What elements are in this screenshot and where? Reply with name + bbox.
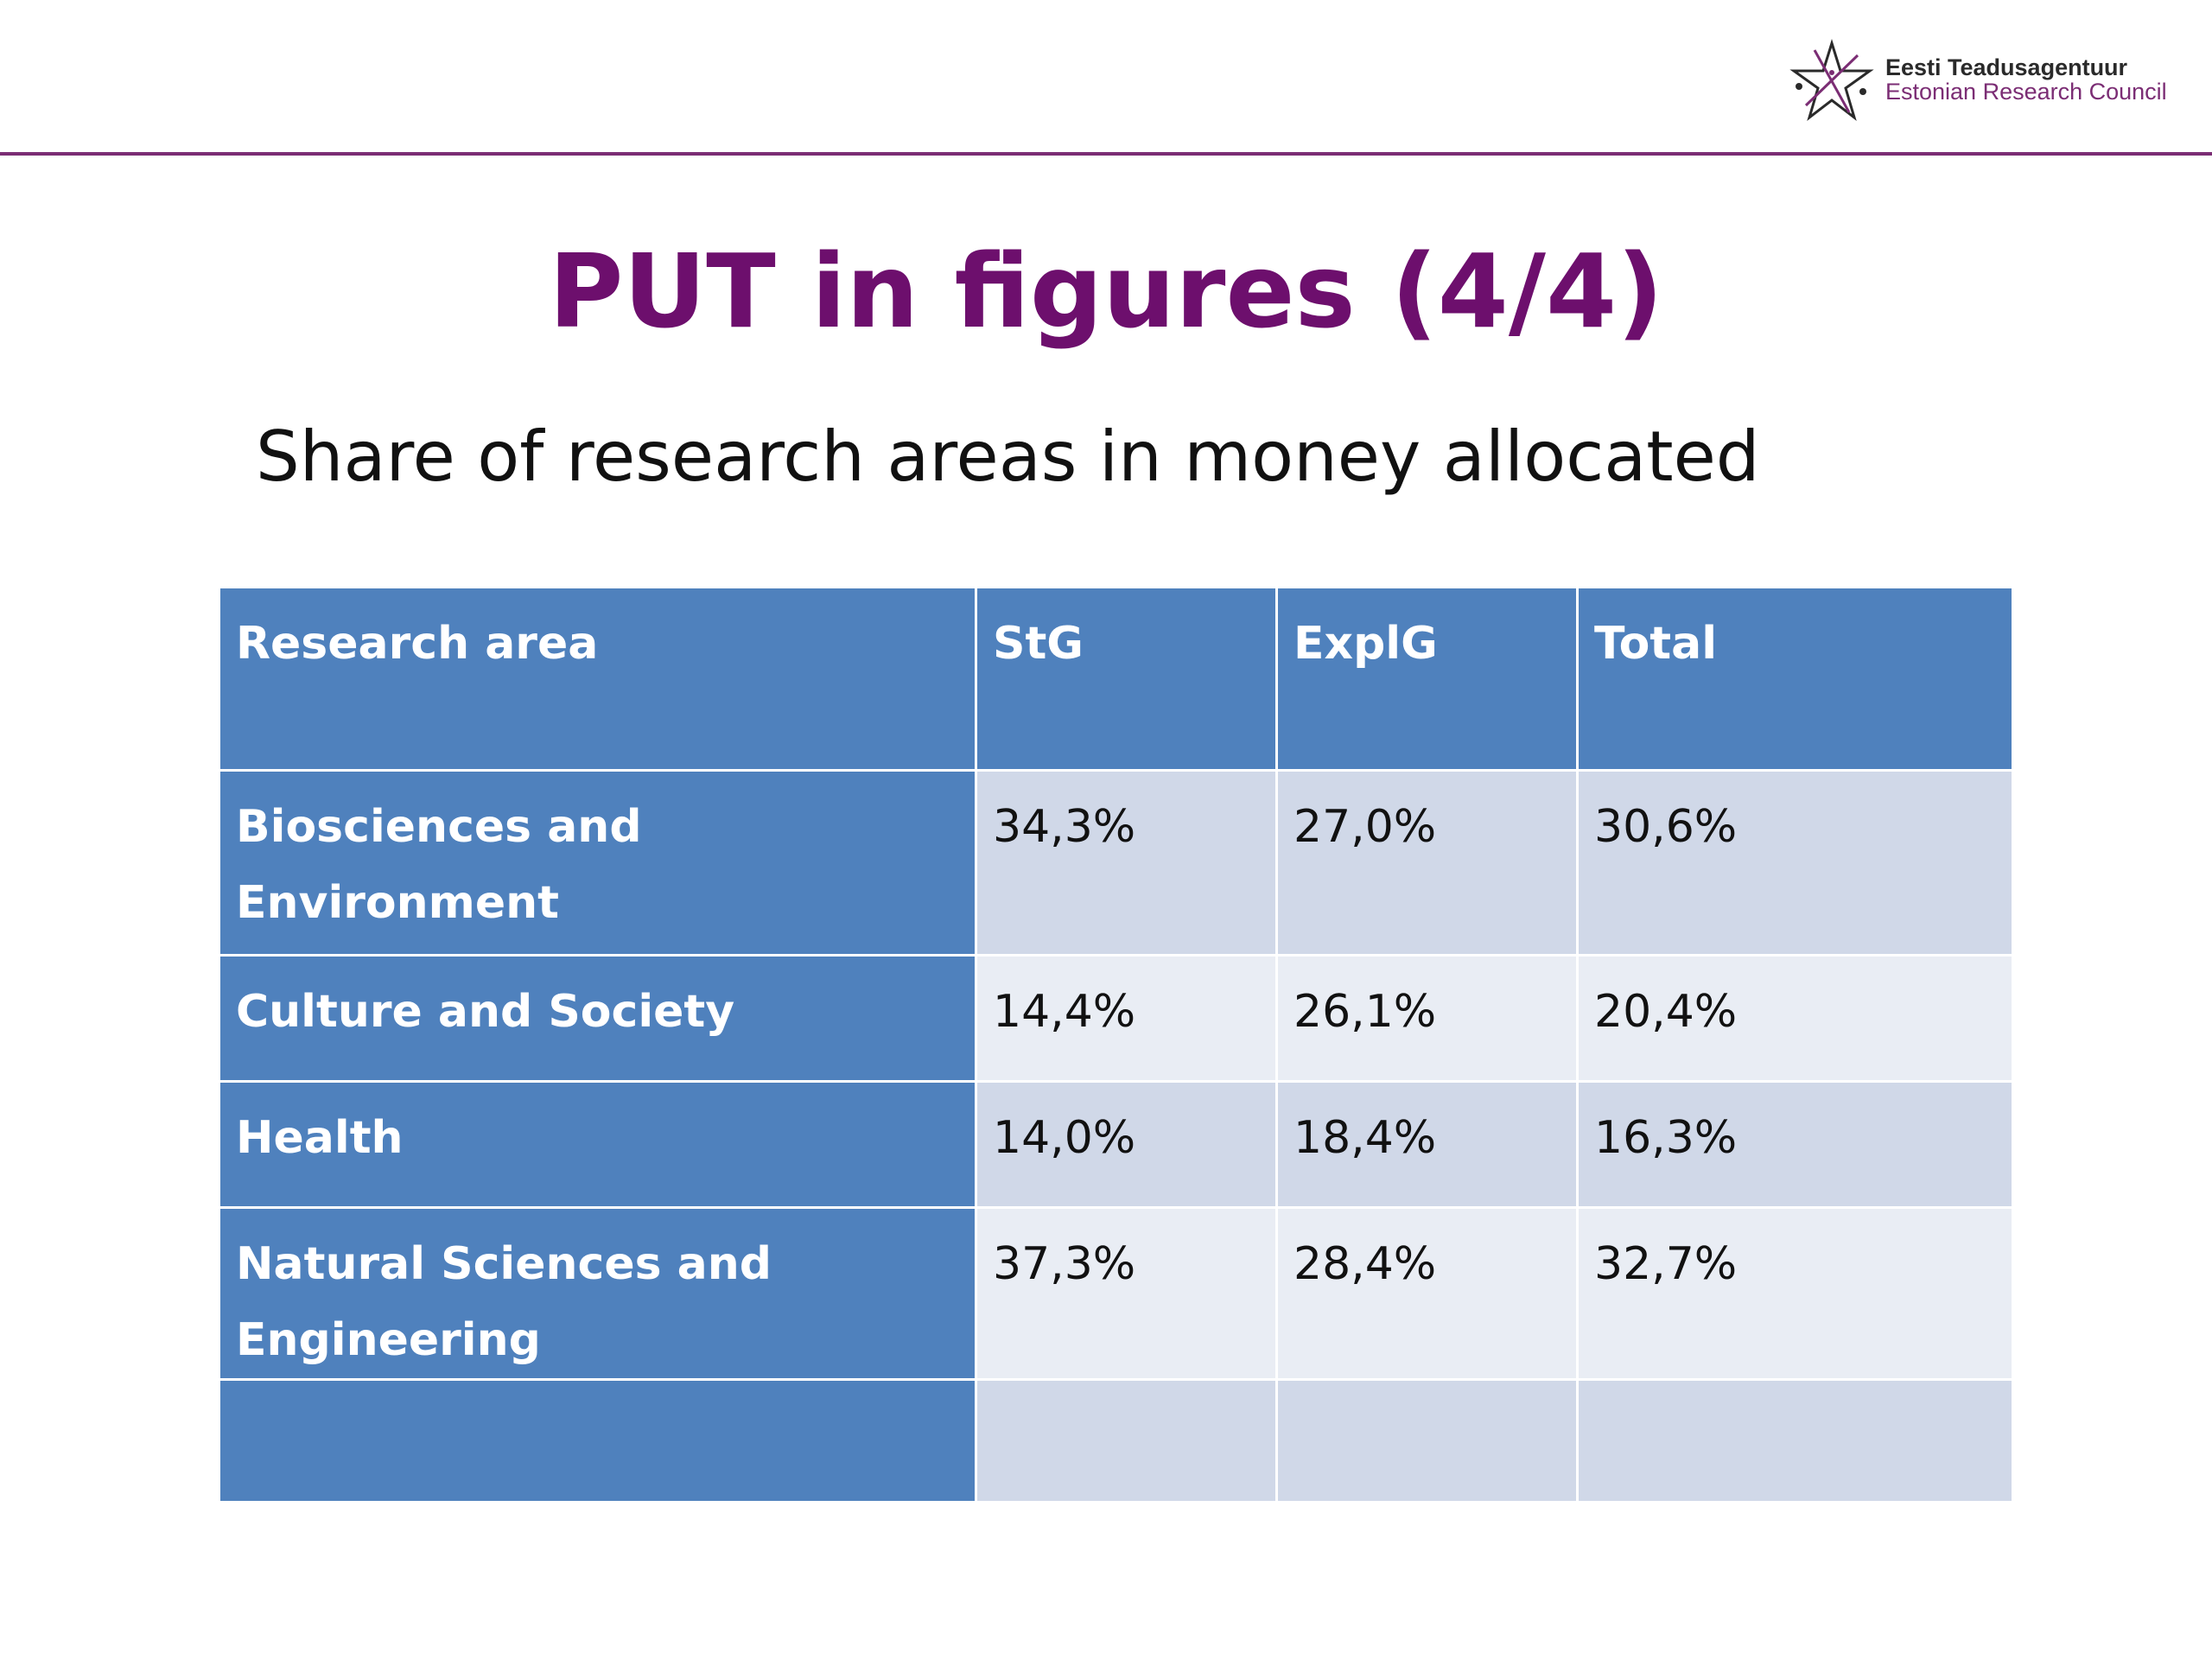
stg-cell: [975, 1378, 1278, 1503]
research-area-cell: Culture and Society: [218, 954, 977, 1083]
table-row: Natural Sciences and Engineering 37,3% 2…: [218, 1206, 2014, 1381]
total-cell: [1576, 1378, 2014, 1503]
table-row: [218, 1378, 2014, 1503]
slide-header: Eesti Teadusagentuur Estonian Research C…: [0, 0, 2212, 152]
slide-title: PUT in figures (4/4): [548, 232, 1664, 351]
explg-cell: 28,4%: [1275, 1206, 1579, 1381]
stg-cell: 14,0%: [975, 1080, 1278, 1209]
total-cell: 20,4%: [1576, 954, 2014, 1083]
table-row: Biosciences and Environment 34,3% 27,0% …: [218, 769, 2014, 957]
total-cell: 30,6%: [1576, 769, 2014, 957]
research-area-cell: Biosciences and Environment: [218, 769, 977, 957]
star-logo-icon: [1789, 38, 1874, 122]
stg-cell: 37,3%: [975, 1206, 1278, 1381]
logo: Eesti Teadusagentuur Estonian Research C…: [1789, 38, 2195, 124]
slide-subtitle: Share of research areas in money allocat…: [256, 416, 1760, 497]
total-cell: 32,7%: [1576, 1206, 2014, 1381]
logo-text-english: Estonian Research Council: [1885, 79, 2167, 105]
explg-cell: 26,1%: [1275, 954, 1579, 1083]
explg-cell: [1275, 1378, 1579, 1503]
column-header-stg: StG: [975, 586, 1278, 772]
column-header-research-area: Research area: [218, 586, 977, 772]
stg-cell: 14,4%: [975, 954, 1278, 1083]
research-area-table: Research area StG ExplG Total Bioscience…: [218, 586, 2014, 1503]
research-area-cell: [218, 1378, 977, 1503]
total-cell: 16,3%: [1576, 1080, 2014, 1209]
explg-cell: 27,0%: [1275, 769, 1579, 957]
table-row: Culture and Society 14,4% 26,1% 20,4%: [218, 954, 2014, 1083]
table-row: Health 14,0% 18,4% 16,3%: [218, 1080, 2014, 1209]
explg-cell: 18,4%: [1275, 1080, 1579, 1209]
logo-text-estonian: Eesti Teadusagentuur: [1885, 54, 2128, 80]
research-area-cell: Health: [218, 1080, 977, 1209]
header-divider: [0, 152, 2212, 156]
research-area-cell: Natural Sciences and Engineering: [218, 1206, 977, 1381]
stg-cell: 34,3%: [975, 769, 1278, 957]
table-header-row: Research area StG ExplG Total: [218, 586, 2014, 772]
column-header-total: Total: [1576, 586, 2014, 772]
column-header-explg: ExplG: [1275, 586, 1579, 772]
